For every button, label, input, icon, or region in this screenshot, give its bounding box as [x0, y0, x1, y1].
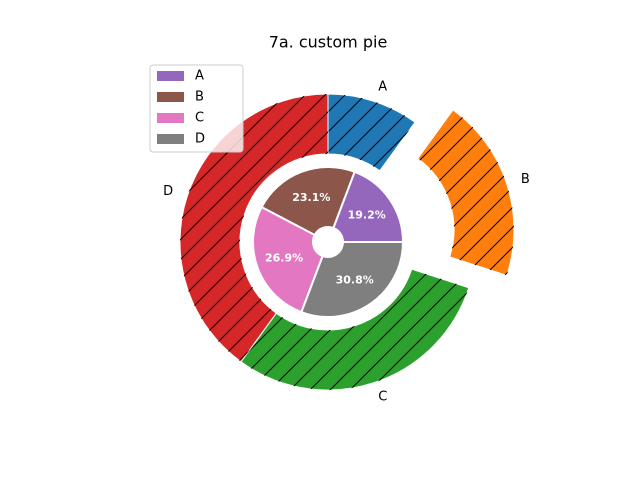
legend-swatch [157, 134, 184, 144]
legend-swatch [157, 113, 184, 123]
value-label: 26.9% [265, 252, 303, 265]
value-label: 19.2% [348, 208, 386, 221]
legend-label: C [195, 111, 204, 126]
legend-swatch [157, 92, 184, 102]
hatch [328, 94, 415, 171]
wedge [260, 166, 356, 237]
chart-title: 7a. custom pie [269, 33, 388, 52]
wedge [332, 170, 405, 243]
wedge-label: C [378, 389, 387, 404]
hatch [241, 269, 469, 391]
wedge-label: D [163, 184, 173, 199]
legend-frame [149, 64, 244, 153]
legend-swatch [157, 71, 184, 81]
hatch [179, 94, 328, 362]
wedge-label: B [521, 172, 530, 187]
wedge [300, 241, 405, 318]
value-label: 23.1% [292, 191, 330, 204]
wedge [252, 205, 324, 314]
legend-label: B [195, 90, 204, 105]
hatch [417, 109, 515, 276]
legend-label: D [195, 132, 205, 147]
value-label: 30.8% [336, 274, 374, 287]
legend-label: A [195, 69, 204, 84]
wedge-label: A [378, 80, 387, 95]
